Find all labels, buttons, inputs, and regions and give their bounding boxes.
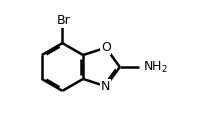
Text: O: O bbox=[101, 41, 111, 54]
Text: NH$_2$: NH$_2$ bbox=[143, 59, 168, 75]
Text: N: N bbox=[101, 80, 110, 93]
Text: Br: Br bbox=[57, 14, 70, 27]
